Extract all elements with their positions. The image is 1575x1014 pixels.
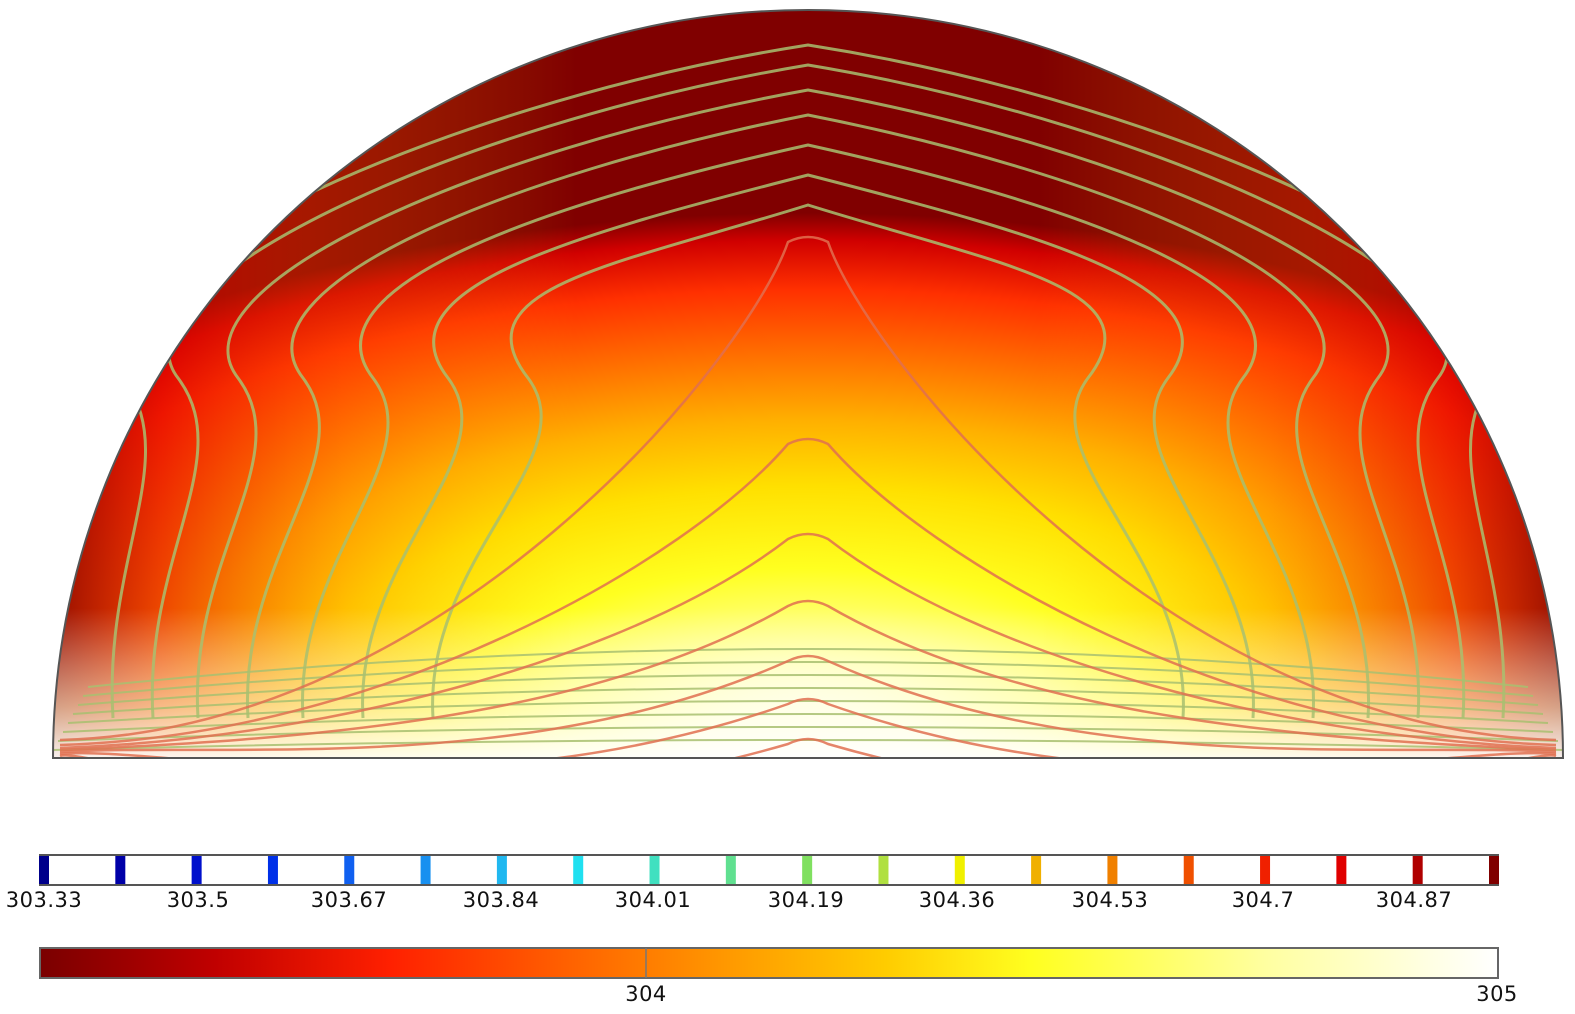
contour-line: [59, 437, 1557, 747]
color-tick-label: 304: [625, 982, 667, 1006]
contour-level-mark: [39, 856, 49, 884]
contour-level-mark: [1107, 856, 1118, 884]
contour-line: [245, 113, 1371, 719]
contour-legend: [39, 854, 1499, 886]
contour-level-mark: [573, 856, 584, 884]
contour-level-mark: [1031, 856, 1042, 884]
contour-level-mark: [802, 856, 813, 884]
contour-line: [301, 143, 1315, 719]
contour-line: [59, 737, 1557, 758]
contour-line: [82, 661, 1534, 697]
contour-level-mark: [1412, 856, 1423, 884]
contour-line: [72, 687, 1544, 715]
contour-line: [59, 235, 1557, 742]
color-legend-bar: [39, 947, 1499, 979]
contour-line: [431, 203, 1185, 719]
contour-line: [361, 173, 1255, 719]
contour-level-mark: [420, 856, 431, 884]
contour-line: [59, 654, 1557, 754]
contour-tick-label: 304.53: [1071, 888, 1149, 912]
contour-level-mark: [1260, 856, 1271, 884]
contour-tick-label: 304.19: [767, 888, 845, 912]
contour-line: [150, 63, 1466, 719]
contour-line: [59, 532, 1557, 750]
color-legend: [39, 947, 1499, 979]
contour-line: [195, 88, 1421, 719]
contour-level-mark: [878, 856, 889, 884]
contour-level-mark: [1336, 856, 1347, 884]
contour-level-mark: [1489, 856, 1499, 884]
contour-level-marks: [39, 856, 1499, 884]
contour-tick-label: 303.84: [462, 888, 540, 912]
contour-level-mark: [496, 856, 507, 884]
contour-level-mark: [954, 856, 965, 884]
contour-line: [87, 648, 1529, 688]
contour-legend-frame: [39, 854, 1499, 886]
color-tick-label: 305: [1476, 982, 1518, 1006]
contour-line: [59, 599, 1557, 752]
contour-tick-label: 303.67: [310, 888, 388, 912]
contour-level-mark: [344, 856, 355, 884]
contour-line: [57, 726, 1559, 742]
contour-level-mark: [191, 856, 202, 884]
contour-tick-label: 304.36: [918, 888, 996, 912]
contour-level-mark: [267, 856, 278, 884]
contour-level-mark: [115, 856, 126, 884]
contour-tick-label: 304.7: [1231, 888, 1295, 912]
semicircle-domain: [53, 10, 1563, 758]
contour-level-mark: [725, 856, 736, 884]
contour-tick-label: 303.5: [166, 888, 230, 912]
domain-outline: [51, 9, 1565, 759]
contour-lines: [53, 43, 1563, 758]
contour-tick-label: 304.87: [1375, 888, 1453, 912]
contour-line: [62, 713, 1554, 733]
contour-tick-label: 303.33: [5, 888, 83, 912]
contour-tick-label: 304.01: [614, 888, 692, 912]
contour-line: [59, 697, 1557, 758]
contour-level-mark: [1183, 856, 1194, 884]
contour-level-mark: [649, 856, 660, 884]
